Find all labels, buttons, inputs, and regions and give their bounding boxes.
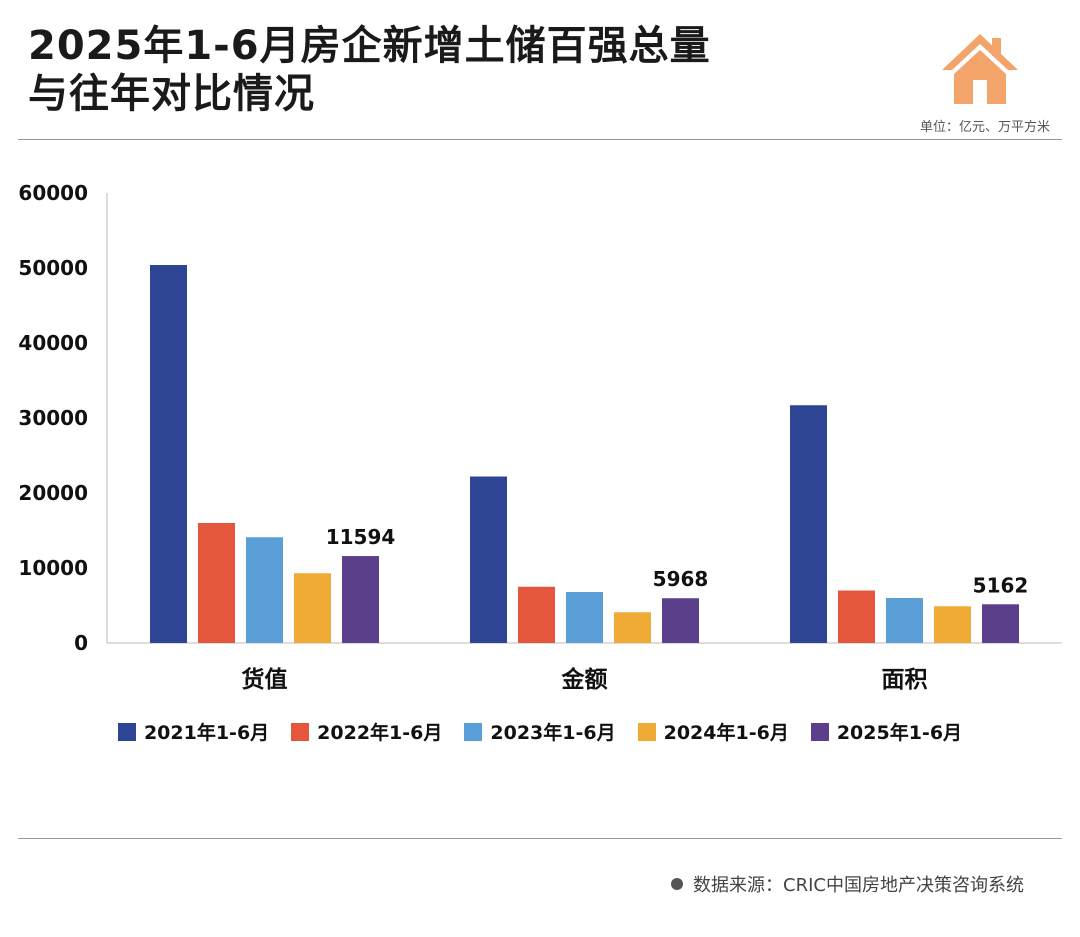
legend-label-2025: 2025年1-6月 — [836, 722, 963, 744]
legend-swatch-2022 — [291, 722, 310, 741]
bottom-divider — [18, 838, 1062, 839]
top-divider — [18, 139, 1062, 140]
y-tick-label: 50000 — [18, 256, 88, 280]
y-tick-label: 10000 — [18, 556, 88, 580]
legend-label-2024: 2024年1-6月 — [663, 722, 789, 744]
legend-item-2025: 2025年1-6月 — [810, 718, 963, 745]
bar-chart: 0 10000 20000 30000 40000 50000 60000 11594 货值 59… — [18, 181, 1062, 693]
bar — [886, 598, 923, 643]
legend-swatch-2025 — [810, 722, 829, 741]
bar — [934, 606, 971, 643]
bar — [838, 590, 875, 643]
source-note: 数据来源：CRIC中国房地产决策咨询系统 — [671, 871, 1024, 897]
unit-label: 单位：亿元、万平方米 — [919, 120, 1050, 135]
dot-icon — [671, 878, 684, 890]
data-label: 11594 — [326, 525, 396, 549]
legend-swatch-2024 — [637, 722, 656, 741]
legend-item-2024: 2024年1-6月 — [637, 718, 789, 745]
source-label: 数据来源：CRIC中国房地产决策咨询系统 — [693, 875, 1024, 896]
legend-swatch-2021 — [117, 722, 136, 741]
legend-swatch-2023 — [464, 722, 483, 741]
x-category-label: 货值 — [242, 666, 288, 693]
y-tick-label: 20000 — [18, 481, 88, 505]
bar — [662, 598, 699, 643]
bar — [614, 612, 651, 643]
bar — [566, 592, 603, 643]
bar — [342, 556, 379, 643]
bar — [982, 604, 1019, 643]
y-tick-label: 60000 — [18, 181, 88, 205]
title-line-1: 2025年1-6月房企新增土储百强总量 — [28, 23, 711, 69]
legend-label-2022: 2022年1-6月 — [317, 722, 443, 744]
bar — [150, 265, 187, 643]
bar — [518, 586, 555, 643]
house-icon — [942, 34, 1018, 104]
y-tick-label: 40000 — [18, 331, 88, 355]
data-label: 5968 — [653, 567, 709, 591]
bar — [198, 523, 235, 643]
legend-item-2021: 2021年1-6月 — [117, 718, 270, 745]
legend: 2021年1-6月 2022年1-6月 2023年1-6月 2024年1-6月 … — [0, 718, 1080, 745]
x-category-label: 面积 — [882, 667, 928, 693]
y-tick-label: 30000 — [18, 406, 88, 430]
page-title: 2025年1-6月房企新增土储百强总量 与往年对比情况 — [28, 22, 711, 118]
bar — [246, 537, 283, 643]
bar — [294, 573, 331, 643]
legend-label-2023: 2023年1-6月 — [490, 722, 616, 744]
bar — [470, 476, 507, 643]
data-label: 5162 — [973, 573, 1029, 597]
legend-item-2022: 2022年1-6月 — [291, 718, 442, 745]
legend-label-2021: 2021年1-6月 — [143, 722, 270, 744]
title-line-2: 与往年对比情况 — [28, 71, 315, 117]
y-tick-label: 0 — [74, 631, 88, 655]
legend-item-2023: 2023年1-6月 — [464, 718, 616, 745]
x-category-label: 金额 — [561, 666, 608, 693]
bar — [790, 405, 827, 643]
